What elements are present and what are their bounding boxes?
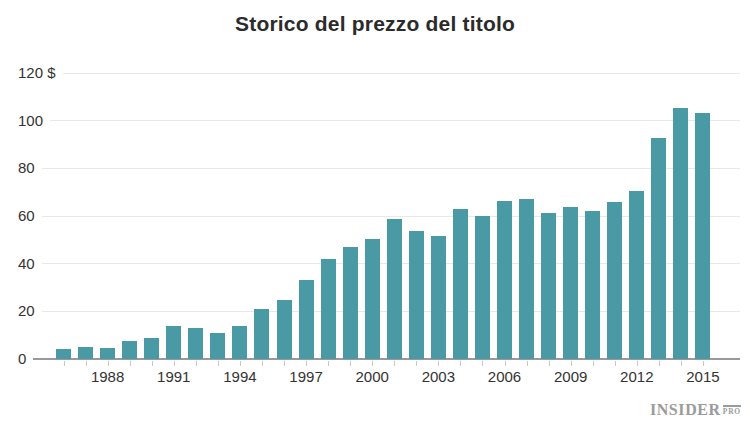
gridline-row-120: 120 $ — [18, 65, 740, 81]
x-axis-tick-1992 — [196, 361, 197, 366]
x-axis-label-1988: 1988 — [84, 368, 132, 385]
x-axis-tick-2009 — [571, 361, 572, 366]
x-axis-tick-1999 — [350, 361, 351, 366]
x-axis-tick-2008 — [549, 361, 550, 366]
x-axis-tick-1993 — [218, 361, 219, 366]
bar-2004 — [453, 209, 468, 359]
x-axis-tick-1998 — [328, 361, 329, 366]
bar-1986 — [56, 349, 71, 359]
bar-1989 — [122, 341, 137, 359]
chart-container: Storico del prezzo del titolo 120 $ 100 80… — [0, 0, 750, 430]
x-axis-tick-1988 — [108, 361, 109, 366]
bar-2003 — [431, 236, 446, 359]
x-axis-label-2000: 2000 — [348, 368, 396, 385]
bar-1996 — [277, 300, 292, 359]
x-axis-tick-2013 — [659, 361, 660, 366]
x-axis-tick-1997 — [306, 361, 307, 366]
y-axis-label-0: 0 — [18, 351, 26, 367]
bar-2000 — [365, 239, 380, 359]
bar-2002 — [409, 231, 424, 359]
x-axis-tick-1987 — [86, 361, 87, 366]
x-axis-tick-1989 — [130, 361, 131, 366]
x-axis-label-2009: 2009 — [547, 368, 595, 385]
bar-2011 — [607, 202, 622, 359]
bar-2006 — [497, 201, 512, 359]
gridline — [42, 168, 740, 169]
x-axis-label-1997: 1997 — [282, 368, 330, 385]
x-axis-tick-2015 — [703, 361, 704, 366]
gridline — [50, 120, 740, 121]
bar-1998 — [321, 259, 336, 359]
logo-insider-text: INSIDER — [650, 403, 721, 417]
x-axis-tick-2010 — [593, 361, 594, 366]
bar-1987 — [78, 347, 93, 359]
gridline — [63, 73, 740, 74]
x-axis-tick-1986 — [64, 361, 65, 366]
gridline-row-100: 100 — [18, 113, 740, 129]
x-axis-label-2003: 2003 — [414, 368, 462, 385]
y-axis-label-20: 20 — [18, 303, 35, 319]
x-axis-label-1991: 1991 — [150, 368, 198, 385]
x-axis-tick-2005 — [482, 361, 483, 366]
x-axis-tick-2011 — [615, 361, 616, 366]
x-axis-label-2006: 2006 — [481, 368, 529, 385]
x-axis-label-2012: 2012 — [613, 368, 661, 385]
bar-2001 — [387, 219, 402, 359]
bar-2014 — [673, 108, 688, 359]
y-axis-label-80: 80 — [18, 160, 35, 176]
x-axis-label-1994: 1994 — [216, 368, 264, 385]
chart-title: Storico del prezzo del titolo — [0, 12, 750, 36]
x-axis-tick-2001 — [394, 361, 395, 366]
bar-1997 — [299, 280, 314, 359]
x-axis-tick-1994 — [240, 361, 241, 366]
bar-2012 — [629, 191, 644, 359]
x-axis-tick-2000 — [372, 361, 373, 366]
x-axis-tick-2014 — [681, 361, 682, 366]
x-axis-tick-2006 — [505, 361, 506, 366]
bar-1990 — [144, 338, 159, 359]
x-axis-tick-1995 — [262, 361, 263, 366]
bar-1994 — [232, 326, 247, 359]
y-axis-label-40: 40 — [18, 256, 35, 272]
bar-2013 — [651, 138, 666, 359]
x-axis-tick-1996 — [284, 361, 285, 366]
y-axis-label-100: 100 — [18, 113, 43, 129]
insider-pro-logo: INSIDER PRO — [650, 403, 741, 417]
x-axis-tick-1991 — [174, 361, 175, 366]
bar-1995 — [254, 309, 269, 359]
bar-2010 — [585, 211, 600, 359]
bar-1988 — [100, 348, 115, 359]
bar-2015 — [695, 113, 710, 359]
bar-2005 — [475, 216, 490, 359]
gridline-row-80: 80 — [18, 160, 740, 176]
bar-1993 — [210, 333, 225, 359]
bar-2009 — [563, 207, 578, 359]
x-axis-tick-2002 — [416, 361, 417, 366]
x-axis-label-2015: 2015 — [679, 368, 727, 385]
logo-pro-badge: PRO — [723, 405, 741, 416]
bar-1991 — [166, 326, 181, 359]
bar-2007 — [519, 199, 534, 359]
y-axis-label-120: 120 $ — [18, 65, 56, 81]
y-axis-label-60: 60 — [18, 208, 35, 224]
bar-2008 — [541, 213, 556, 359]
x-axis-tick-2007 — [527, 361, 528, 366]
x-axis-tick-1990 — [152, 361, 153, 366]
bar-1999 — [343, 247, 358, 359]
x-axis-tick-2003 — [438, 361, 439, 366]
x-axis-tick-2004 — [460, 361, 461, 366]
bar-1992 — [188, 328, 203, 359]
x-axis-tick-2012 — [637, 361, 638, 366]
